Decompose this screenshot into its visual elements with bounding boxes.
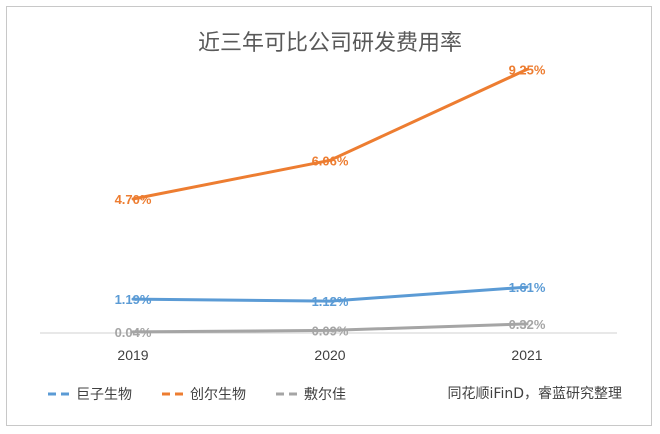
chart-title: 近三年可比公司研发费用率 <box>198 31 462 56</box>
series-1: 4.70% 6.06% 9.25% <box>115 62 546 207</box>
series-line <box>131 285 529 303</box>
legend-item: 创尔生物 <box>162 387 246 403</box>
legend-label: 敷尔佳 <box>304 387 346 403</box>
source-note: 同花顺iFinD，睿蓝研究整理 <box>448 386 622 402</box>
data-label: 6.06% <box>312 153 349 168</box>
data-label: 9.25% <box>509 62 546 77</box>
legend-label: 巨子生物 <box>76 387 132 403</box>
x-tick-label: 2021 <box>511 347 542 363</box>
x-tick-label: 2020 <box>314 347 345 363</box>
data-label: 0.32% <box>509 317 546 332</box>
series-0: 1.19% 1.12% 1.61% <box>115 280 546 309</box>
data-label: 1.61% <box>509 280 546 295</box>
x-axis-ticks: 2019 2020 2021 <box>117 347 542 363</box>
data-label: 0.09% <box>312 323 349 338</box>
legend: 巨子生物 创尔生物 敷尔佳 <box>48 387 346 403</box>
data-label: 4.70% <box>115 192 152 207</box>
series-2: 0.04% 0.09% 0.32% <box>115 317 546 340</box>
legend-item: 敷尔佳 <box>276 387 346 403</box>
legend-label: 创尔生物 <box>190 387 246 403</box>
series-line <box>131 322 529 334</box>
series-layer: 1.19% 1.12% 1.61% 4.70% 6.06% 9.25% 0.04% 0.09%… <box>115 62 546 340</box>
data-label: 1.19% <box>115 292 152 307</box>
x-tick-label: 2019 <box>117 347 148 363</box>
chart-frame <box>6 6 652 426</box>
legend-item: 巨子生物 <box>48 387 132 403</box>
data-label: 1.12% <box>312 294 349 309</box>
data-label: 0.04% <box>115 325 152 340</box>
series-line <box>131 67 529 201</box>
